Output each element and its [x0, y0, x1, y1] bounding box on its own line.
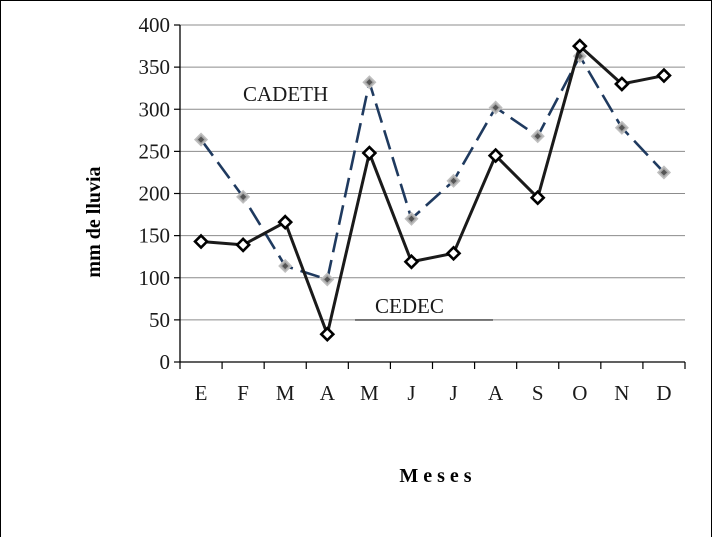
data-point — [193, 233, 209, 250]
gridlines — [174, 24, 685, 363]
y-tick-labels: 0 50 100 150 200 250 300 350 400 — [139, 13, 171, 374]
series — [193, 38, 672, 343]
y-tick-label: 300 — [139, 97, 171, 121]
x-tick-label: J — [449, 381, 457, 405]
x-tick-label: M — [360, 381, 379, 405]
x-tick-label: N — [614, 381, 629, 405]
y-tick-label: 200 — [139, 182, 171, 206]
data-point — [235, 237, 251, 253]
x-tick-label: F — [237, 381, 249, 405]
data-point-core — [282, 262, 289, 270]
data-point-core — [240, 193, 247, 200]
x-tick-label: O — [572, 381, 587, 405]
x-tick-label: E — [195, 381, 208, 405]
x-tick-label: A — [488, 381, 504, 405]
x-tick-label: M — [276, 381, 295, 405]
annotation-cadeth: CADETH — [243, 82, 328, 106]
series-line-cedec — [200, 44, 665, 336]
y-tick-label: 400 — [139, 13, 171, 37]
annotation-cedec: CEDEC — [375, 294, 444, 318]
y-tick-label: 50 — [149, 308, 170, 332]
data-point — [277, 214, 294, 230]
y-tick-label: 250 — [139, 139, 171, 163]
x-tick-label: S — [532, 381, 544, 405]
y-tick-label: 100 — [139, 266, 171, 290]
y-tick-label: 0 — [160, 350, 171, 374]
data-point — [571, 38, 588, 54]
data-point — [529, 189, 546, 206]
data-point — [614, 76, 630, 92]
data-point — [361, 145, 378, 161]
x-tick-label: D — [656, 381, 671, 405]
x-tick-label: J — [407, 381, 415, 405]
data-point-core — [324, 276, 331, 283]
series-line-cadeth — [199, 54, 665, 281]
x-axis-label: Meses — [399, 465, 476, 487]
data-point — [487, 147, 504, 164]
series-cedec — [193, 38, 672, 343]
data-point — [656, 67, 672, 84]
y-axis-label: mm de lluvia — [83, 166, 105, 277]
y-tick-label: 150 — [139, 224, 171, 248]
data-point — [445, 245, 462, 262]
y-tick-label: 350 — [139, 55, 171, 79]
data-point — [403, 253, 420, 270]
x-tick-label: A — [320, 381, 336, 405]
data-point — [319, 326, 336, 343]
series-cadeth — [193, 49, 672, 287]
